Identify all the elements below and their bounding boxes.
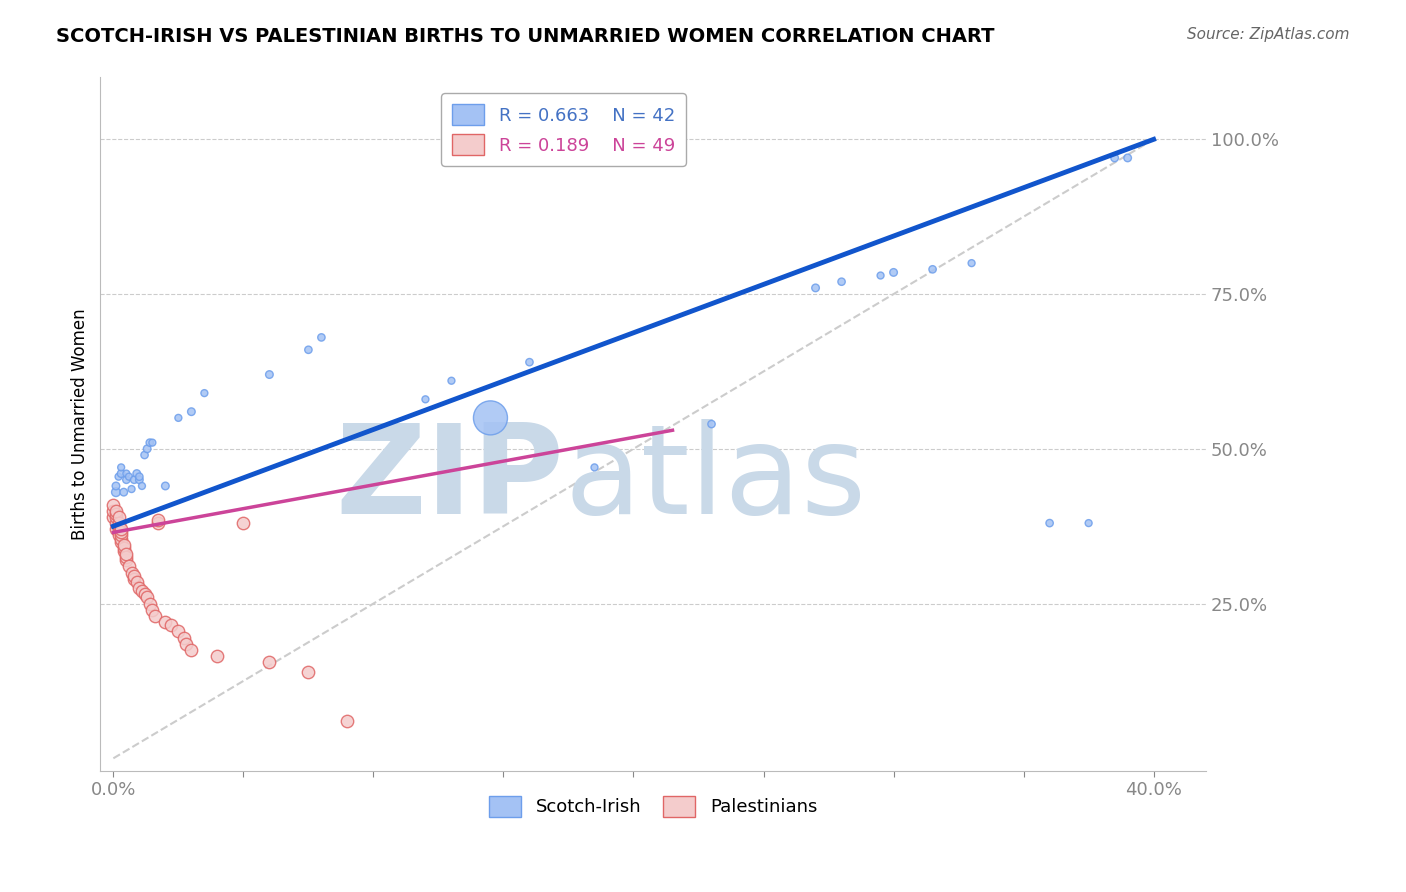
Point — [103, 509, 125, 524]
Point — [207, 649, 229, 664]
Point — [128, 581, 150, 595]
Point — [1116, 151, 1139, 165]
Point — [115, 553, 138, 567]
Point — [1104, 151, 1126, 165]
Text: Source: ZipAtlas.com: Source: ZipAtlas.com — [1187, 27, 1350, 42]
Point — [115, 550, 138, 565]
Point — [110, 534, 132, 549]
Point — [107, 516, 129, 530]
Point — [415, 392, 437, 407]
Point — [883, 265, 905, 279]
Point — [804, 281, 827, 295]
Point — [110, 528, 132, 542]
Point — [921, 262, 943, 277]
Y-axis label: Births to Unmarried Women: Births to Unmarried Women — [72, 309, 89, 540]
Point — [297, 665, 319, 679]
Point — [107, 469, 129, 483]
Point — [115, 547, 138, 561]
Point — [112, 544, 135, 558]
Point — [700, 417, 723, 431]
Point — [519, 355, 541, 369]
Point — [104, 507, 127, 521]
Point — [869, 268, 891, 283]
Point — [136, 591, 159, 605]
Point — [831, 275, 853, 289]
Point — [115, 473, 138, 487]
Point — [121, 566, 143, 580]
Point — [440, 374, 463, 388]
Point — [311, 330, 333, 344]
Point — [122, 568, 145, 582]
Legend: Scotch-Irish, Palestinians: Scotch-Irish, Palestinians — [481, 789, 824, 824]
Point — [146, 516, 169, 530]
Point — [104, 485, 127, 500]
Point — [167, 624, 190, 639]
Point — [193, 386, 215, 401]
Point — [232, 516, 254, 530]
Point — [583, 460, 606, 475]
Point — [122, 572, 145, 586]
Point — [141, 435, 163, 450]
Point — [104, 509, 127, 524]
Point — [122, 473, 145, 487]
Point — [107, 522, 129, 536]
Point — [259, 368, 281, 382]
Point — [159, 618, 181, 632]
Point — [110, 467, 132, 481]
Point — [336, 714, 359, 728]
Text: atlas: atlas — [565, 419, 866, 540]
Point — [1039, 516, 1062, 530]
Point — [134, 587, 156, 601]
Point — [125, 574, 148, 589]
Point — [104, 522, 127, 536]
Point — [136, 442, 159, 456]
Point — [1077, 516, 1099, 530]
Point — [155, 615, 177, 629]
Point — [167, 410, 190, 425]
Point — [112, 485, 135, 500]
Point — [173, 631, 195, 645]
Point — [155, 479, 177, 493]
Point — [110, 460, 132, 475]
Text: SCOTCH-IRISH VS PALESTINIAN BIRTHS TO UNMARRIED WOMEN CORRELATION CHART: SCOTCH-IRISH VS PALESTINIAN BIRTHS TO UN… — [56, 27, 994, 45]
Point — [297, 343, 319, 357]
Point — [118, 559, 141, 574]
Point — [115, 467, 138, 481]
Point — [110, 522, 132, 536]
Point — [180, 643, 202, 657]
Point — [110, 525, 132, 540]
Point — [960, 256, 983, 270]
Point — [134, 448, 156, 462]
Point — [112, 538, 135, 552]
Point — [104, 479, 127, 493]
Point — [107, 509, 129, 524]
Point — [139, 435, 162, 450]
Point — [131, 584, 153, 599]
Point — [104, 504, 127, 518]
Point — [118, 469, 141, 483]
Point — [259, 656, 281, 670]
Point — [174, 637, 197, 651]
Point — [110, 532, 132, 546]
Point — [104, 516, 127, 530]
Point — [128, 469, 150, 483]
Point — [180, 405, 202, 419]
Point — [103, 498, 125, 512]
Text: ZIP: ZIP — [336, 419, 565, 540]
Point — [146, 513, 169, 527]
Point — [112, 541, 135, 555]
Point — [107, 519, 129, 533]
Point — [107, 528, 129, 542]
Point — [141, 603, 163, 617]
Point — [103, 504, 125, 518]
Point — [143, 609, 166, 624]
Point — [131, 479, 153, 493]
Point — [125, 467, 148, 481]
Point — [479, 410, 502, 425]
Point — [128, 473, 150, 487]
Point — [139, 597, 162, 611]
Point — [121, 482, 143, 496]
